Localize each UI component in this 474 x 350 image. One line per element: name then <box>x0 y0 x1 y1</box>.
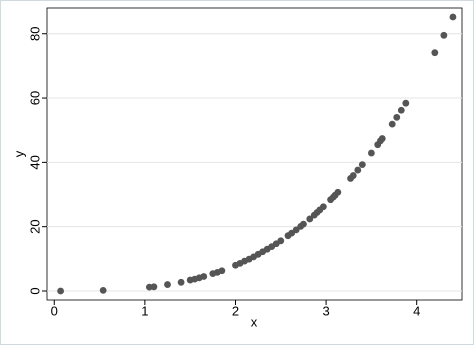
x-tick-label: 2 <box>232 303 239 318</box>
point <box>334 188 342 196</box>
point <box>300 220 307 228</box>
point <box>319 203 327 211</box>
point <box>354 166 362 174</box>
point <box>397 106 405 114</box>
y-tick-label: 60 <box>27 91 42 105</box>
x-tick-label: 3 <box>322 303 329 318</box>
point <box>177 278 185 286</box>
y-tick-label: 40 <box>27 155 42 169</box>
point <box>218 267 226 275</box>
point <box>306 215 314 223</box>
x-tick-label: 4 <box>413 303 420 318</box>
point <box>402 99 410 107</box>
y-axis-title: y <box>11 150 26 157</box>
y-tick-label: 20 <box>27 219 42 233</box>
point <box>358 161 366 169</box>
point <box>393 113 401 121</box>
point <box>388 120 396 128</box>
y-tick-label: 80 <box>27 26 42 40</box>
point <box>440 31 448 39</box>
point <box>367 149 375 157</box>
point <box>57 287 64 295</box>
y-tick-label: 0 <box>27 287 42 294</box>
plot-area <box>46 7 463 301</box>
x-tick-label: 0 <box>51 303 58 318</box>
point <box>449 13 457 21</box>
point <box>277 237 285 245</box>
point <box>164 281 171 288</box>
x-tick-label: 1 <box>141 303 148 318</box>
point <box>378 135 386 142</box>
point <box>349 172 357 179</box>
point <box>431 49 439 57</box>
point <box>200 273 208 280</box>
point <box>99 286 107 294</box>
point <box>150 283 158 291</box>
x-axis-title: x <box>251 314 258 329</box>
